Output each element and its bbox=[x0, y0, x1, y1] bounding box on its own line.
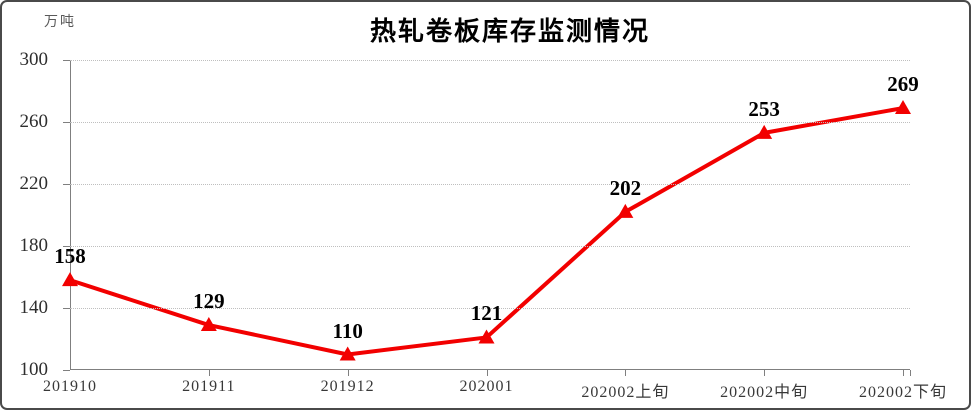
x-axis-tick bbox=[625, 370, 627, 376]
chart-title: 热轧卷板库存监测情况 bbox=[369, 17, 651, 46]
data-point-marker-202002上旬 bbox=[617, 203, 634, 218]
x-axis-tick bbox=[764, 370, 766, 376]
y-tick-label-100: 100 bbox=[19, 359, 49, 380]
y-axis-tick bbox=[63, 370, 70, 371]
line-series bbox=[62, 100, 911, 361]
gridline-y-180 bbox=[70, 246, 910, 247]
y-axis-tick bbox=[63, 308, 70, 309]
x-tick-label-201911: 201911 bbox=[182, 378, 236, 395]
value-label-202002下旬: 269 bbox=[887, 72, 919, 97]
x-tick-label-202002下旬: 202002下旬 bbox=[858, 384, 948, 401]
plot-area bbox=[62, 60, 911, 376]
gridline-y-300 bbox=[70, 60, 910, 61]
y-axis-tick bbox=[63, 122, 70, 123]
value-label-202001: 121 bbox=[470, 301, 503, 326]
y-axis-unit-label: 万吨 bbox=[44, 15, 76, 30]
gridline-y-260 bbox=[70, 122, 910, 123]
y-tick-label-300: 300 bbox=[19, 49, 49, 70]
y-tick-label-140: 140 bbox=[19, 297, 49, 318]
data-point-marker-202002中旬 bbox=[756, 124, 773, 139]
x-tick-label-201910: 201910 bbox=[43, 378, 97, 395]
value-label-202002中旬: 253 bbox=[748, 96, 780, 121]
y-axis-tick bbox=[63, 184, 70, 185]
x-tick-label-202002上旬: 202002上旬 bbox=[581, 384, 670, 401]
y-axis-line bbox=[70, 60, 71, 370]
x-axis-tick bbox=[486, 370, 488, 376]
x-tick-label-202002中旬: 202002中旬 bbox=[720, 384, 809, 401]
data-point-marker-202001 bbox=[478, 329, 495, 344]
data-point-marker-201910 bbox=[62, 272, 78, 287]
value-label-201912: 110 bbox=[332, 318, 363, 343]
y-tick-label-260: 260 bbox=[19, 111, 49, 132]
gridline-y-140 bbox=[70, 308, 910, 309]
x-tick-label-201912: 201912 bbox=[320, 378, 375, 395]
data-point-marker-201911 bbox=[200, 317, 217, 332]
y-axis-tick bbox=[63, 60, 70, 61]
x-axis-tick bbox=[903, 370, 904, 376]
x-axis-line bbox=[70, 369, 910, 370]
x-axis-end-tick bbox=[910, 370, 911, 376]
y-tick-label-220: 220 bbox=[19, 173, 49, 194]
y-tick-label-180: 180 bbox=[19, 235, 49, 256]
x-axis-tick bbox=[347, 370, 349, 376]
x-tick-label-202001: 202001 bbox=[459, 378, 514, 395]
value-label-201911: 129 bbox=[193, 289, 225, 314]
value-label-201910: 158 bbox=[54, 244, 86, 269]
data-point-marker-201912 bbox=[339, 346, 356, 361]
gridline-y-220 bbox=[70, 184, 910, 185]
y-axis-tick bbox=[63, 246, 70, 247]
value-label-202002上旬: 202 bbox=[609, 175, 642, 200]
x-axis-tick bbox=[208, 370, 210, 376]
data-point-marker-202002下旬 bbox=[895, 100, 911, 115]
